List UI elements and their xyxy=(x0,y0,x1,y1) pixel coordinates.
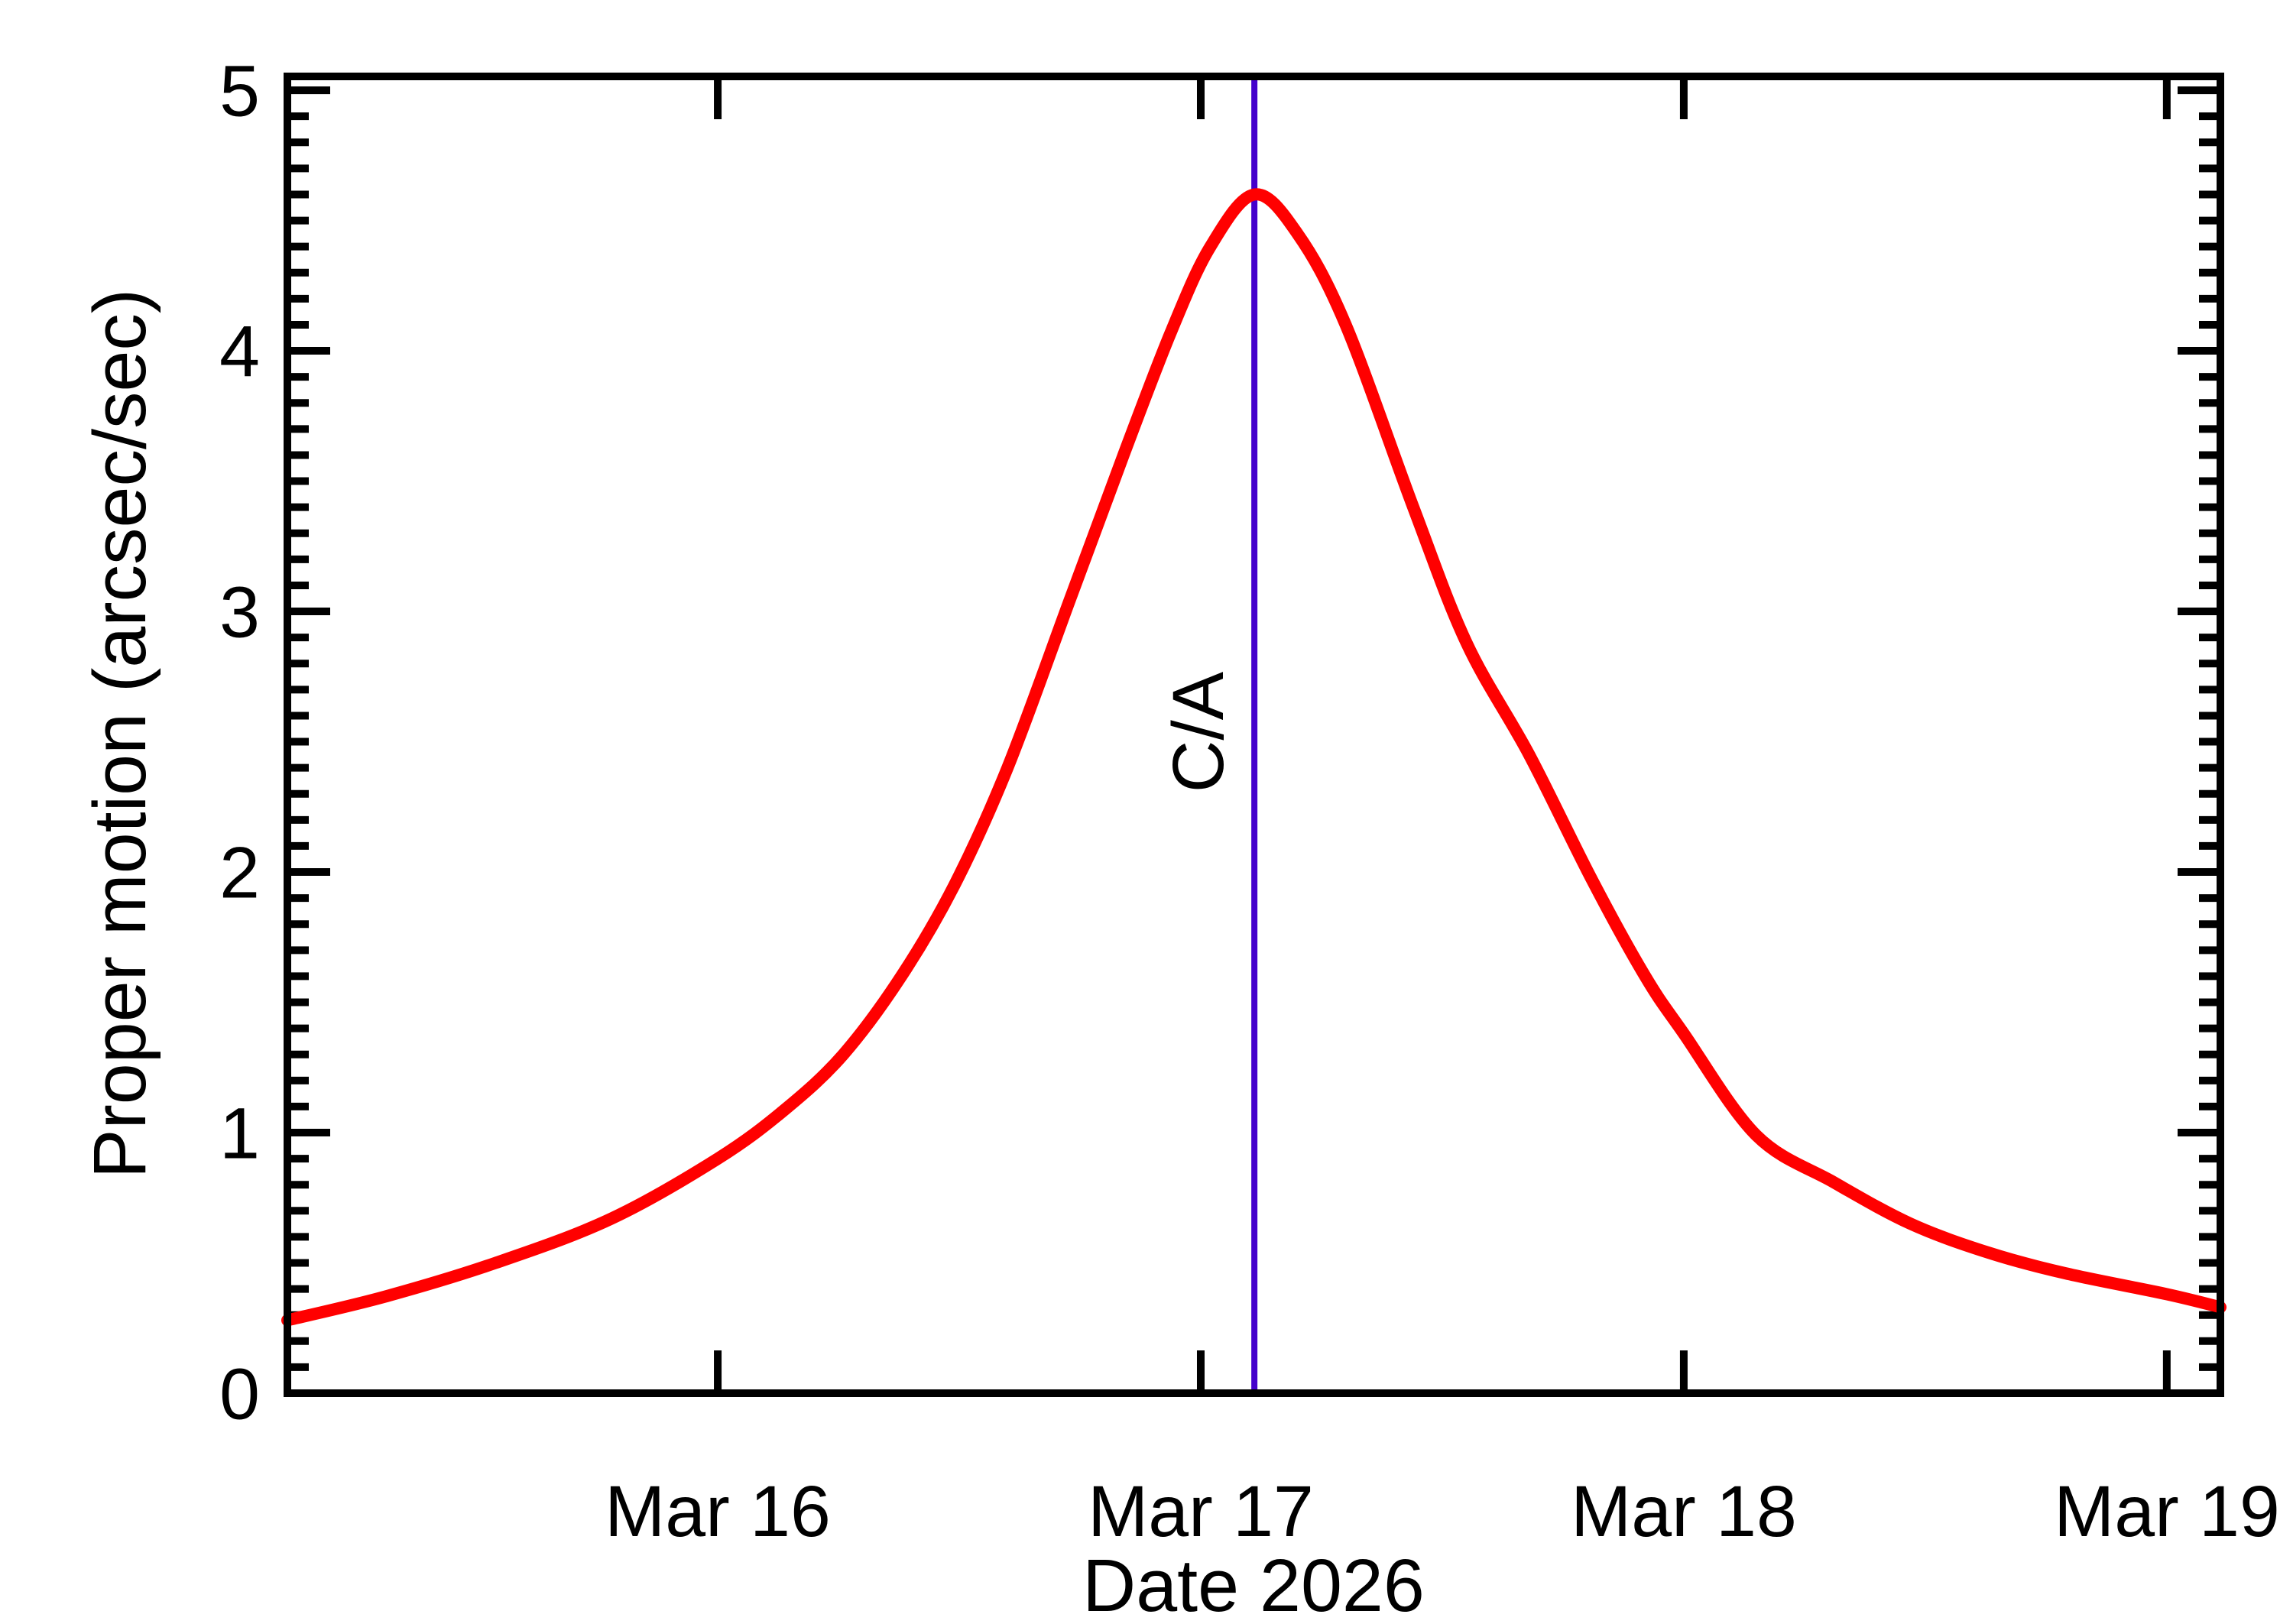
y-tick-label-2: 2 xyxy=(219,832,260,913)
y-axis-title: Proper motion (arcsec/sec) xyxy=(78,289,161,1178)
y-tick-label-1: 1 xyxy=(219,1093,260,1174)
plot-frame xyxy=(284,73,2224,1397)
y-tick-label-4: 4 xyxy=(219,311,260,392)
x-tick-label-mar16: Mar 16 xyxy=(605,1471,831,1552)
x-tick-label-mar19: Mar 19 xyxy=(2054,1471,2280,1552)
x-tick-label-mar18: Mar 18 xyxy=(1571,1471,1797,1552)
x-tick-label-mar17: Mar 17 xyxy=(1088,1471,1314,1552)
y-tick-label-5: 5 xyxy=(219,50,260,131)
x-axis-title: Date 2026 xyxy=(1082,1544,1425,1624)
y-tick-label-0: 0 xyxy=(219,1353,260,1434)
proper-motion-curve xyxy=(281,188,2227,1327)
closest-approach-label: C/A xyxy=(1158,671,1239,793)
y-tick-label-3: 3 xyxy=(219,572,260,653)
